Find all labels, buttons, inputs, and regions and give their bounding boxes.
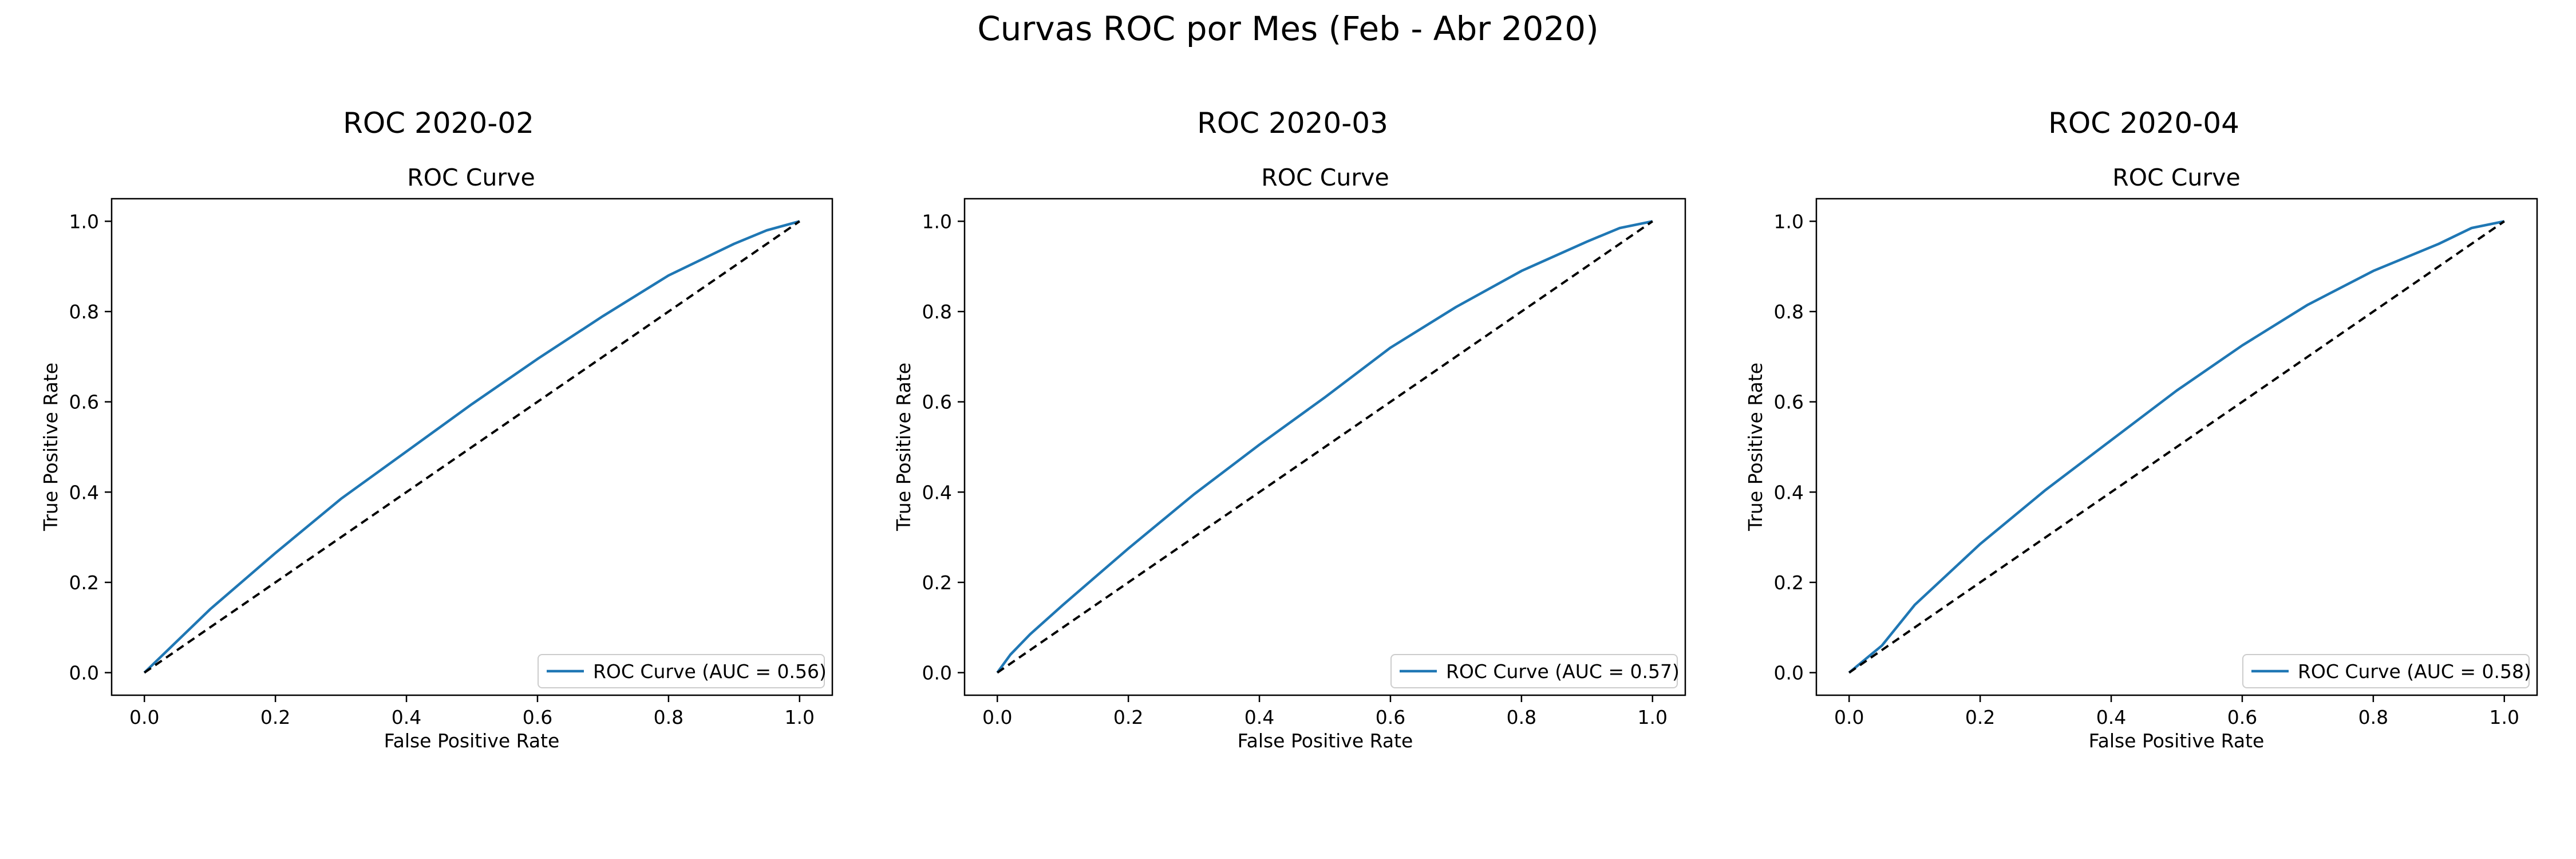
y-tick-label: 0.4	[922, 481, 952, 503]
plot-frame	[963, 198, 1686, 696]
figure-suptitle: Curvas ROC por Mes (Feb - Abr 2020)	[977, 9, 1599, 48]
legend-box	[1390, 654, 1678, 688]
legend-entry-label: ROC Curve (AUC = 0.57)	[1446, 660, 1680, 683]
x-tick-label: 0.8	[2358, 706, 2388, 728]
legend-entry-label: ROC Curve (AUC = 0.56)	[593, 660, 827, 683]
legend-entry-label: ROC Curve (AUC = 0.58)	[2298, 660, 2531, 683]
y-tick-label: 0.6	[69, 391, 99, 413]
panel-title: ROC 2020-04	[2048, 107, 2239, 140]
y-tick-label: 0.4	[69, 481, 99, 503]
x-tick-label: 0.0	[1834, 706, 1864, 728]
roc-marks	[1848, 220, 2505, 674]
roc-curve-line	[996, 220, 1653, 673]
x-axis-label: False Positive Rate	[2089, 730, 2265, 752]
panel-title: ROC 2020-02	[343, 107, 534, 140]
y-tick-label: 0.8	[69, 301, 99, 323]
x-tick-label: 1.0	[2490, 706, 2519, 728]
y-tick-label: 1.0	[69, 210, 99, 233]
x-tick-label: 0.0	[982, 706, 1012, 728]
x-tick-label: 0.2	[260, 706, 290, 728]
y-tick-label: 0.0	[922, 662, 952, 684]
y-tick-label: 1.0	[922, 210, 952, 233]
legend-box	[538, 654, 825, 688]
y-tick-label: 0.6	[1774, 391, 1804, 413]
legend: ROC Curve (AUC = 0.58)	[2242, 654, 2531, 688]
axes-title: ROC Curve	[1261, 164, 1389, 191]
y-tick-label: 0.4	[1774, 481, 1804, 503]
x-tick-label: 0.0	[129, 706, 159, 728]
legend-box	[2242, 654, 2530, 688]
roc-panel-3: ROC 2020-04 ROC Curve 0.0 0.2 0.4 0.6 0.8 1.0…	[1744, 107, 2538, 752]
x-tick-label: 0.4	[1244, 706, 1274, 728]
y-tick-label: 0.2	[69, 572, 99, 594]
legend: ROC Curve (AUC = 0.56)	[538, 654, 827, 688]
x-tick-label: 0.2	[1113, 706, 1143, 728]
x-axis-label: False Positive Rate	[384, 730, 560, 752]
y-tick-label: 0.0	[1774, 662, 1804, 684]
x-axis-label: False Positive Rate	[1238, 730, 1413, 752]
y-axis-label: True Positive Rate	[39, 362, 62, 531]
x-tick-label: 0.4	[392, 706, 421, 728]
diagonal-reference-line	[997, 220, 1653, 674]
axes-title: ROC Curve	[407, 164, 535, 191]
x-tick-label: 1.0	[785, 706, 815, 728]
y-tick-label: 0.2	[922, 572, 952, 594]
plot-frame	[1815, 198, 2538, 696]
tick-marks: 0.0 0.2 0.4 0.6 0.8 1.0 0.0 0.2 0.4 0.6 0.8 1.0	[69, 210, 815, 728]
roc-panel-2: ROC 2020-03 ROC Curve 0.0 0.2 0.4 0.6 0.8 1.0…	[892, 107, 1686, 752]
x-tick-label: 0.8	[1507, 706, 1536, 728]
y-tick-label: 0.0	[69, 662, 99, 684]
roc-curve-line	[1848, 220, 2505, 674]
roc-marks	[996, 220, 1653, 674]
y-tick-label: 0.2	[1774, 572, 1804, 594]
y-tick-label: 0.8	[922, 301, 952, 323]
y-tick-label: 0.6	[922, 391, 952, 413]
x-tick-label: 1.0	[1638, 706, 1668, 728]
axes-title: ROC Curve	[2112, 164, 2240, 191]
panel-title: ROC 2020-03	[1197, 107, 1388, 140]
tick-marks: 0.0 0.2 0.4 0.6 0.8 1.0 0.0 0.2 0.4 0.6 0.8 1.0	[1774, 210, 2519, 728]
x-tick-label: 0.6	[523, 706, 552, 728]
roc-panel-1: ROC 2020-02 ROC Curve 0.0 0.2 0.4 0.6 0.8 1.0…	[39, 107, 833, 752]
tick-marks: 0.0 0.2 0.4 0.6 0.8 1.0 0.0 0.2 0.4 0.6 0.8 1.0	[922, 210, 1668, 728]
roc-marks	[143, 220, 800, 674]
x-tick-label: 0.4	[2096, 706, 2126, 728]
x-tick-label: 0.6	[1376, 706, 1405, 728]
y-axis-label: True Positive Rate	[892, 362, 915, 531]
diagonal-reference-line	[1848, 220, 2505, 674]
diagonal-reference-line	[144, 220, 800, 674]
y-axis-label: True Positive Rate	[1744, 362, 1767, 531]
x-tick-label: 0.6	[2227, 706, 2257, 728]
y-tick-label: 0.8	[1774, 301, 1804, 323]
y-tick-label: 1.0	[1774, 210, 1804, 233]
roc-curve-line	[143, 220, 800, 674]
legend: ROC Curve (AUC = 0.57)	[1390, 654, 1680, 688]
x-tick-label: 0.8	[654, 706, 683, 728]
x-tick-label: 0.2	[1965, 706, 1995, 728]
plot-frame	[110, 198, 833, 696]
